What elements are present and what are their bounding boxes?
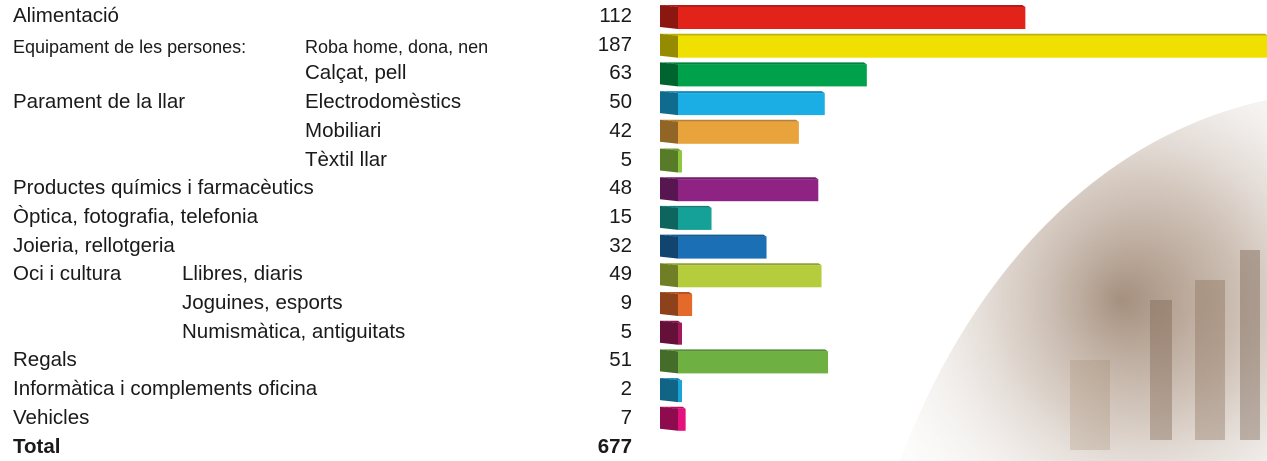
bar-top [660, 91, 825, 93]
bar-front [678, 265, 822, 287]
bar-front [678, 151, 682, 173]
bar [660, 349, 828, 373]
bar-front [678, 351, 828, 373]
bar-top [660, 120, 799, 122]
bar-top [660, 5, 1025, 7]
bar-front [678, 179, 818, 201]
bar [660, 206, 712, 230]
bar-top [660, 177, 818, 179]
bar-front [678, 93, 825, 115]
bar-top [660, 349, 828, 351]
bar-front [678, 294, 692, 316]
bar-side [660, 378, 678, 402]
bar-front [678, 380, 682, 402]
bar-front [678, 7, 1025, 29]
bar-front [678, 208, 712, 230]
bar-front [678, 323, 682, 345]
bar-front [678, 237, 767, 259]
bar-side [660, 91, 678, 115]
bar-front [678, 122, 799, 144]
bar [660, 321, 682, 345]
bar-top [660, 263, 822, 265]
bar [660, 407, 686, 431]
bar [660, 34, 1267, 58]
bar-side [660, 206, 678, 230]
bar-top [660, 34, 1267, 36]
bar-side [660, 235, 678, 259]
bar [660, 62, 867, 86]
bar-side [660, 177, 678, 201]
bar-side [660, 62, 678, 86]
bar [660, 378, 682, 402]
bar [660, 5, 1025, 29]
bar-front [678, 409, 686, 431]
bar-front [678, 64, 867, 86]
bar [660, 120, 799, 144]
bar-side [660, 263, 678, 287]
bar [660, 177, 818, 201]
bar-side [660, 5, 678, 29]
bar-side [660, 321, 678, 345]
bar-top [660, 235, 767, 237]
bar [660, 149, 682, 173]
bar-side [660, 292, 678, 316]
bar [660, 235, 767, 259]
bar-side [660, 120, 678, 144]
bar-side [660, 407, 678, 431]
bar-side [660, 349, 678, 373]
bar-top [660, 62, 867, 64]
bar-front [678, 36, 1267, 58]
bar [660, 292, 692, 316]
bar [660, 91, 825, 115]
bar [660, 263, 822, 287]
bar-side [660, 34, 678, 58]
bar-side [660, 149, 678, 173]
